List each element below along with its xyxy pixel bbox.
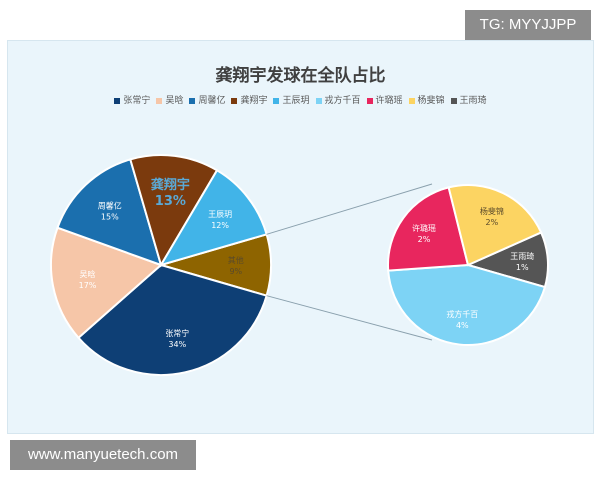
watermark-top-right: TG: MYYJJPP <box>465 10 591 40</box>
pie-slice <box>387 186 470 272</box>
slice-label: 张常宁 <box>165 328 189 338</box>
legend-item: 张常宁 <box>114 93 150 106</box>
connector-line <box>266 295 433 341</box>
slice-value-label: 17% <box>79 281 97 290</box>
legend-swatch <box>366 97 373 104</box>
legend: 张常宁 吴晗 周馨亿 龚翔宇 王辰玥 戎方千百 许璐瑶 杨斐锦 王雨琦 <box>8 93 593 106</box>
slice-value-label: 4% <box>456 321 469 330</box>
slice-value-label: 2% <box>418 235 431 244</box>
legend-swatch <box>450 97 457 104</box>
connector-line <box>266 183 433 235</box>
legend-swatch <box>273 97 280 104</box>
pie-slice <box>158 168 268 267</box>
legend-swatch <box>231 97 238 104</box>
slice-value-label: 1% <box>516 263 529 272</box>
legend-swatch <box>189 97 196 104</box>
pie-slice <box>77 263 268 376</box>
legend-swatch <box>315 97 322 104</box>
slice-value-label: 2% <box>485 218 498 227</box>
legend-item: 许璐瑶 <box>366 93 403 106</box>
legend-label: 周馨亿 <box>198 96 226 106</box>
legend-item: 龚翔宇 <box>231 93 267 106</box>
legend-swatch <box>156 97 163 104</box>
pie-slice <box>129 154 219 268</box>
chart-title: 龚翔宇发球在全队占比 <box>215 66 386 86</box>
legend-label: 王雨琦 <box>459 96 487 106</box>
slice-value-label: 13% <box>155 194 186 209</box>
legend-label: 王辰玥 <box>282 96 310 106</box>
slice-label: 许璐瑶 <box>412 223 436 233</box>
legend-item: 吴晗 <box>156 93 183 106</box>
legend-item: 杨斐锦 <box>408 93 445 106</box>
slice-label: 其他 <box>228 255 244 265</box>
legend-label: 许璐瑶 <box>375 96 403 106</box>
slice-label: 龚翔宇 <box>151 177 190 193</box>
legend-label: 吴晗 <box>165 96 184 106</box>
slice-value-label: 9% <box>229 267 242 276</box>
slice-label: 吴晗 <box>80 269 96 279</box>
legend-label: 龚翔宇 <box>240 96 268 106</box>
slice-label: 杨斐锦 <box>480 206 504 216</box>
watermark-bottom-left: www.manyuetech.com <box>10 440 196 470</box>
slice-value-label: 12% <box>211 221 229 230</box>
legend-item: 王辰玥 <box>273 93 310 106</box>
slice-value-label: 15% <box>101 212 119 221</box>
slice-label: 王雨琦 <box>510 252 534 261</box>
slice-label: 周馨亿 <box>98 200 122 210</box>
legend-item: 王雨琦 <box>450 93 487 106</box>
legend-item: 周馨亿 <box>189 93 225 106</box>
legend-swatch <box>408 97 415 104</box>
pie-slice <box>447 184 543 267</box>
slice-label: 王辰玥 <box>208 210 232 219</box>
legend-swatch <box>114 97 121 104</box>
slice-label: 戎方千百 <box>446 309 478 319</box>
pie-slice <box>56 158 163 267</box>
legend-label: 张常宁 <box>123 96 151 106</box>
legend-label: 戎方千百 <box>324 96 361 106</box>
slice-value-label: 34% <box>168 340 186 349</box>
legend-label: 杨斐锦 <box>417 96 445 106</box>
pie-slice <box>387 263 547 346</box>
legend-item: 戎方千百 <box>315 93 361 106</box>
